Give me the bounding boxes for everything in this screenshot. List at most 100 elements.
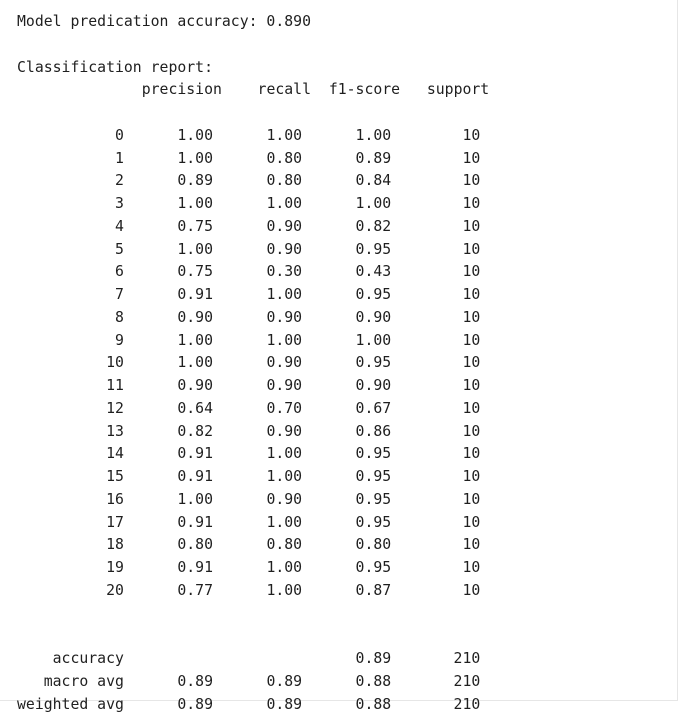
class-label: 3 (17, 195, 124, 212)
class-recall: 1.00 (213, 126, 303, 144)
class-precision: 1.00 (123, 149, 213, 167)
class-precision: 0.90 (123, 308, 213, 326)
class-support: 10 (391, 126, 481, 144)
class-recall: 0.90 (213, 490, 303, 508)
class-support: 10 (391, 377, 481, 394)
class-precision: 0.91 (123, 559, 213, 576)
col-header-support: support (426, 81, 490, 99)
class-support: 10 (391, 399, 481, 417)
class-row: 19 0.91 1.00 0.95 10 (17, 559, 480, 576)
class-precision: 0.91 (123, 468, 213, 485)
class-precision: 1.00 (123, 331, 213, 349)
class-f1-score: 0.90 (302, 308, 392, 326)
class-label: 20 (17, 581, 124, 599)
class-row: 12 0.64 0.70 0.67 10 (17, 400, 480, 417)
accuracy-line: Model predication accuracy: 0.890 (17, 13, 311, 30)
class-f1-score: 0.95 (302, 559, 392, 576)
class-label: 19 (17, 559, 124, 576)
class-support: 10 (391, 581, 481, 599)
summary-recall: 0.89 (213, 695, 303, 713)
summary-f1-score: 0.88 (302, 695, 392, 713)
class-precision: 1.00 (123, 195, 213, 212)
col-header-f1-score: f1-score (328, 81, 401, 99)
class-support: 10 (391, 286, 481, 303)
class-label: 0 (17, 126, 124, 144)
class-support: 10 (391, 149, 481, 167)
report-title: Classification report: (17, 58, 213, 76)
class-f1-score: 0.67 (302, 399, 392, 417)
class-row: 20 0.77 1.00 0.87 10 (17, 582, 480, 599)
class-recall: 1.00 (213, 581, 303, 599)
class-f1-score: 0.89 (302, 149, 392, 167)
class-row: 8 0.90 0.90 0.90 10 (17, 309, 480, 326)
class-label: 17 (17, 513, 124, 531)
class-recall: 0.90 (213, 240, 303, 258)
class-f1-score: 1.00 (302, 331, 392, 349)
class-precision: 0.80 (123, 536, 213, 554)
col-header-recall: recall (257, 81, 311, 99)
class-precision: 1.00 (123, 490, 213, 508)
class-row: 13 0.82 0.90 0.86 10 (17, 423, 480, 440)
summary-recall (213, 650, 302, 667)
class-recall: 0.90 (213, 377, 303, 394)
class-recall: 1.00 (213, 195, 303, 212)
class-label: 7 (17, 286, 124, 303)
class-precision: 1.00 (123, 354, 213, 372)
class-row: 10 1.00 0.90 0.95 10 (17, 354, 480, 371)
class-precision: 0.64 (123, 399, 213, 417)
class-precision: 0.90 (123, 377, 213, 394)
class-recall: 1.00 (213, 331, 303, 349)
class-row: 3 1.00 1.00 1.00 10 (17, 195, 480, 212)
class-f1-score: 0.95 (302, 513, 392, 531)
class-support: 10 (391, 490, 481, 508)
class-label: 14 (17, 445, 124, 463)
class-f1-score: 0.95 (302, 286, 392, 303)
class-row: 7 0.91 1.00 0.95 10 (17, 286, 480, 303)
class-support: 10 (391, 559, 481, 576)
summary-row: accuracy 0.89 210 (17, 650, 481, 667)
class-row: 1 1.00 0.80 0.89 10 (17, 150, 480, 167)
class-f1-score: 1.00 (302, 195, 392, 212)
class-support: 10 (391, 445, 481, 463)
class-precision: 0.91 (123, 513, 213, 531)
class-f1-score: 0.95 (302, 240, 392, 258)
class-support: 10 (391, 422, 481, 440)
class-f1-score: 0.90 (302, 377, 392, 394)
class-recall: 1.00 (213, 559, 303, 576)
class-support: 10 (391, 354, 481, 372)
class-rows: 0 1.00 1.00 1.00 10 1 1.00 0.80 0.89 10 … (17, 127, 480, 599)
class-f1-score: 0.95 (302, 468, 392, 485)
class-f1-score: 0.80 (302, 536, 392, 554)
class-label: 1 (17, 149, 124, 167)
class-f1-score: 0.84 (302, 172, 392, 190)
summary-label: macro avg (17, 672, 124, 690)
class-support: 10 (391, 331, 481, 349)
class-row: 17 0.91 1.00 0.95 10 (17, 514, 480, 531)
class-row: 6 0.75 0.30 0.43 10 (17, 263, 480, 280)
class-label: 13 (17, 422, 124, 440)
class-recall: 0.90 (213, 217, 303, 235)
summary-f1-score: 0.88 (302, 672, 392, 690)
class-f1-score: 0.87 (302, 581, 392, 599)
class-precision: 1.00 (123, 126, 213, 144)
class-label: 10 (17, 354, 124, 372)
summary-support: 210 (391, 650, 481, 667)
class-row: 11 0.90 0.90 0.90 10 (17, 377, 480, 394)
summary-f1-score: 0.89 (302, 650, 392, 667)
class-label: 6 (17, 263, 124, 281)
summary-precision: 0.89 (123, 672, 213, 690)
class-f1-score: 1.00 (302, 126, 392, 144)
class-recall: 0.90 (213, 354, 303, 372)
class-recall: 0.90 (213, 422, 303, 440)
classification-report-output: Model predication accuracy: 0.890 Classi… (17, 11, 489, 716)
class-f1-score: 0.95 (302, 490, 392, 508)
summary-support: 210 (391, 695, 481, 713)
summary-rows: accuracy 0.89 210 macro avg 0.89 0.89 0.… (17, 650, 480, 713)
class-precision: 0.75 (123, 217, 213, 235)
class-label: 2 (17, 172, 124, 190)
class-label: 15 (17, 468, 124, 485)
summary-row: macro avg 0.89 0.89 0.88 210 (17, 672, 481, 690)
class-precision: 0.89 (123, 172, 213, 190)
class-f1-score: 0.95 (302, 445, 392, 463)
